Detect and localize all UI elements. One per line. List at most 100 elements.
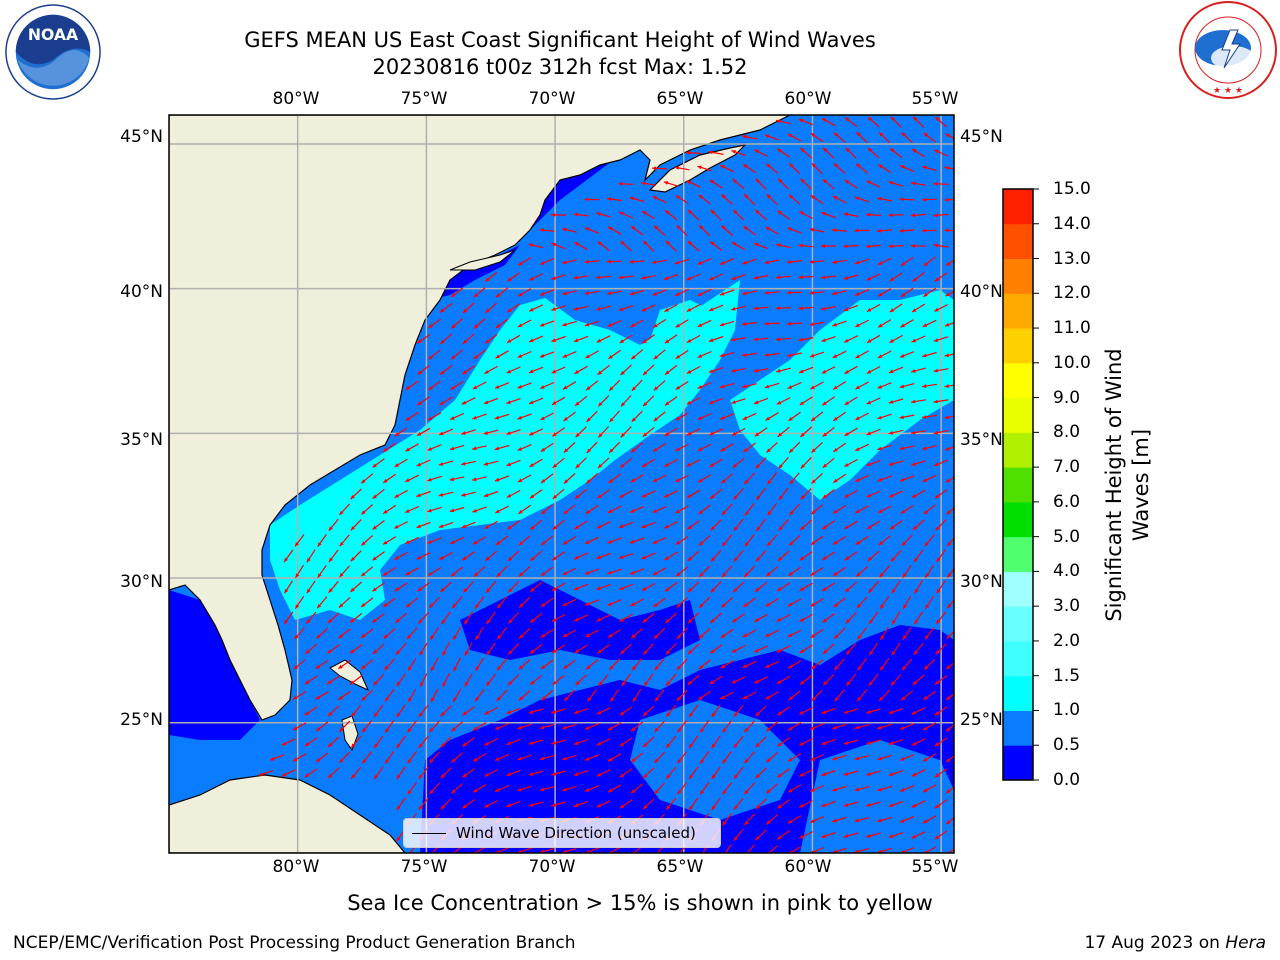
wave-direction-arrowhead [742, 260, 747, 265]
wave-direction-arrowhead [844, 370, 849, 374]
wave-direction-arrowhead [822, 618, 827, 623]
wave-direction-arrowhead [518, 261, 523, 266]
wave-direction-arrowhead [765, 226, 770, 231]
wave-direction-arrowhead [776, 400, 782, 405]
wave-direction-arrowhead [697, 354, 703, 358]
wave-direction-arrowhead [607, 539, 612, 544]
wave-direction-arrowhead [451, 324, 456, 329]
wave-direction-arrowhead [788, 664, 793, 669]
wave-direction-arrowhead [854, 260, 860, 265]
wave-direction-arrowhead [643, 650, 648, 655]
wave-direction-arrowhead [361, 634, 366, 638]
wave-direction-arrowhead [789, 479, 794, 485]
wave-direction-arrowhead [497, 665, 502, 671]
wave-direction-arrowhead [878, 323, 883, 328]
wave-direction-arrowhead [562, 849, 567, 853]
wave-direction-arrowhead [708, 369, 714, 373]
wave-direction-arrowhead [924, 635, 929, 640]
wave-direction-arrowhead [675, 416, 680, 421]
wave-direction-arrowhead [361, 510, 366, 515]
wave-direction-arrowhead [947, 541, 952, 547]
wave-direction-arrowhead [700, 759, 705, 764]
colorbar-segment [1003, 328, 1033, 364]
contour-light-se [800, 740, 954, 853]
wave-direction-arrowhead [494, 446, 500, 451]
wave-direction-arrowhead [643, 804, 648, 810]
wave-direction-arrowhead [472, 385, 478, 389]
wave-direction-arrowhead [607, 291, 612, 295]
wave-direction-arrowhead [911, 213, 916, 218]
wave-direction-arrowhead [608, 726, 613, 731]
wave-direction-arrowhead [708, 150, 713, 155]
wave-direction-arrowhead [677, 790, 682, 795]
wave-direction-arrowhead [933, 338, 939, 342]
wave-direction-arrowhead [900, 292, 906, 297]
wave-direction-arrowhead [551, 803, 556, 807]
wave-direction-arrow [724, 844, 732, 853]
wave-direction-arrowhead [888, 430, 894, 435]
wave-direction-arrowhead [922, 165, 927, 170]
wave-direction-arrowhead [877, 261, 883, 265]
wave-direction-arrowhead [654, 727, 659, 732]
wave-direction-arrowhead [720, 261, 725, 265]
legend-label: Wind Wave Direction (unscaled) [456, 824, 696, 842]
wave-direction-arrowhead [833, 132, 839, 137]
wave-direction-arrowhead [698, 194, 703, 199]
wave-direction-arrowhead [720, 695, 725, 699]
land-long-island [449, 249, 516, 271]
wave-direction-arrowhead [630, 570, 635, 575]
wave-direction-arrowhead [877, 725, 882, 730]
wave-direction-arrowhead [822, 118, 827, 122]
wave-direction-arrowhead [461, 461, 466, 466]
wave-direction-arrowhead [891, 588, 896, 594]
wave-direction-arrowhead [607, 509, 613, 513]
colorbar-tick-label: 1.5 [1053, 665, 1081, 686]
wave-direction-arrowhead [350, 618, 355, 623]
lon-tick-bottom-65w: 65°W [656, 857, 704, 877]
wave-direction-arrowhead [742, 416, 748, 420]
wave-direction-arrowhead [675, 323, 681, 328]
wave-direction-arrowhead [585, 570, 590, 575]
wave-direction-arrowhead [821, 834, 826, 838]
wave-direction-arrowhead [709, 680, 715, 684]
wave-direction-arrowhead [914, 619, 919, 625]
wave-direction-arrowhead [540, 353, 545, 358]
wave-direction-arrowhead [733, 588, 738, 593]
wave-direction-arrowhead [665, 650, 671, 655]
wave-direction-arrowhead [540, 292, 545, 296]
wave-direction-arrowhead [372, 494, 377, 499]
wave-direction-arrowhead [854, 787, 860, 792]
wave-direction-arrowhead [574, 617, 579, 622]
wave-direction-arrowhead [855, 354, 860, 359]
wave-direction-arrowhead [834, 665, 839, 671]
wave-direction-arrowhead [418, 619, 423, 624]
wave-direction-arrowhead [416, 555, 422, 560]
wave-direction-arrowhead [866, 772, 871, 776]
lon-tick-top-75w: 75°W [400, 89, 448, 109]
wave-direction-arrowhead [753, 337, 758, 342]
wave-direction-arrowhead [947, 603, 952, 609]
wave-direction-arrowhead [843, 772, 849, 776]
wave-direction-arrowhead [686, 369, 692, 374]
wave-direction-arrowhead [767, 541, 772, 547]
wave-direction-arrowhead [867, 339, 872, 343]
wave-direction-arrowhead [711, 805, 716, 811]
wave-direction-arrowhead [866, 493, 872, 498]
wave-direction-arrowhead [911, 494, 917, 498]
wave-direction-arrowhead [934, 462, 939, 467]
wave-direction-arrowhead [833, 571, 838, 576]
wave-direction-arrowhead [788, 819, 793, 824]
wave-direction-arrowhead [439, 431, 444, 436]
wave-direction-arrowhead [755, 557, 761, 562]
wave-direction-arrowhead [519, 634, 524, 639]
wave-direction-arrowhead [764, 321, 769, 326]
wave-direction-arrowhead [800, 464, 805, 469]
wave-direction-arrowhead [708, 338, 714, 342]
wave-direction-arrowhead [575, 433, 580, 438]
wave-direction-arrowhead [823, 681, 828, 686]
wave-direction-arrowhead [934, 711, 940, 716]
wave-direction-arrowhead [822, 556, 827, 560]
wave-direction-arrowhead [689, 743, 694, 749]
colorbar-segment [1003, 189, 1033, 225]
wave-direction-arrowhead [890, 148, 895, 153]
